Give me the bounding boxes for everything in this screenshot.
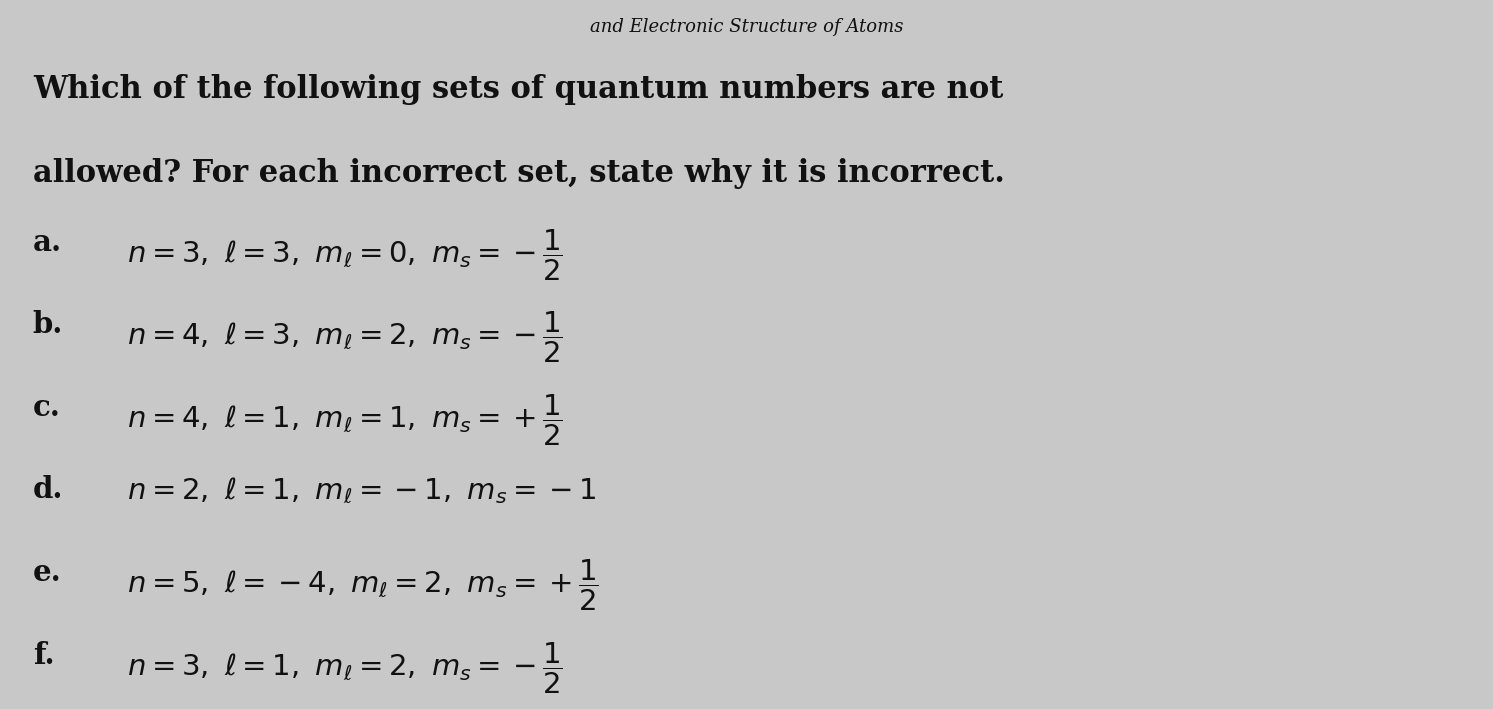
Text: Which of the following sets of quantum numbers are not: Which of the following sets of quantum n… (33, 74, 1003, 104)
Text: allowed? For each incorrect set, state why it is incorrect.: allowed? For each incorrect set, state w… (33, 157, 1005, 189)
Text: e.: e. (33, 558, 61, 587)
Text: $n = 3,\ \ell = 1,\ m_\ell = 2,\ m_s = -\dfrac{1}{2}$: $n = 3,\ \ell = 1,\ m_\ell = 2,\ m_s = -… (127, 641, 563, 696)
Text: $n = 4,\ \ell = 1,\ m_\ell = 1,\ m_s = +\dfrac{1}{2}$: $n = 4,\ \ell = 1,\ m_\ell = 1,\ m_s = +… (127, 393, 563, 448)
Text: f.: f. (33, 641, 54, 670)
Text: a.: a. (33, 228, 63, 257)
Text: $n = 4,\ \ell = 3,\ m_\ell = 2,\ m_s = -\dfrac{1}{2}$: $n = 4,\ \ell = 3,\ m_\ell = 2,\ m_s = -… (127, 311, 563, 365)
Text: $n = 5,\ \ell = -4,\ m_\ell = 2,\ m_s = +\dfrac{1}{2}$: $n = 5,\ \ell = -4,\ m_\ell = 2,\ m_s = … (127, 558, 599, 613)
Text: d.: d. (33, 476, 63, 505)
Text: $n = 3,\ \ell = 3,\ m_\ell = 0,\ m_s = -\dfrac{1}{2}$: $n = 3,\ \ell = 3,\ m_\ell = 0,\ m_s = -… (127, 228, 563, 283)
Text: c.: c. (33, 393, 61, 422)
Text: b.: b. (33, 311, 63, 339)
Text: $n = 2,\ \ell = 1,\ m_\ell = -1,\ m_s = -1$: $n = 2,\ \ell = 1,\ m_\ell = -1,\ m_s = … (127, 476, 596, 506)
Text: and Electronic Structure of Atoms: and Electronic Structure of Atoms (590, 18, 903, 35)
